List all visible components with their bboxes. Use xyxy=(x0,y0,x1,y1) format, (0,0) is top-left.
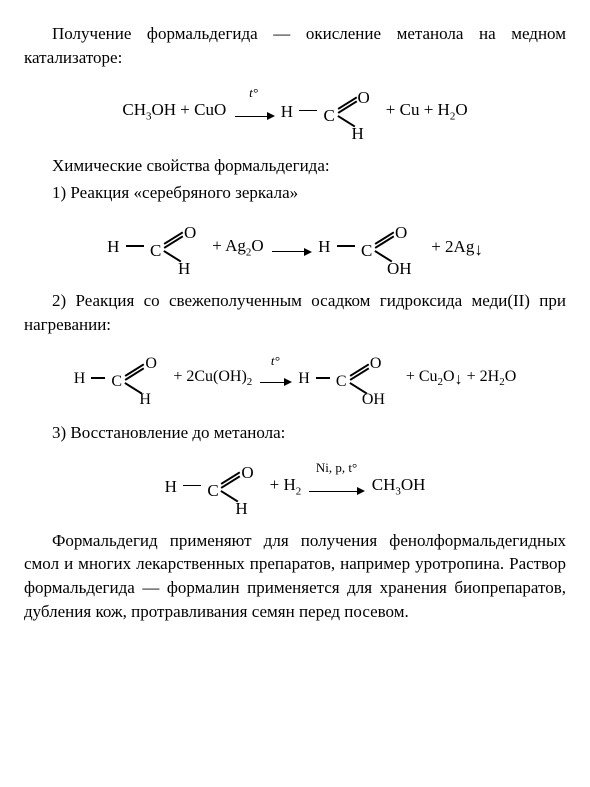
formic-acid-fragment: C O OH xyxy=(336,355,402,403)
eq2-reagent: + Ag2O xyxy=(212,234,263,261)
bond xyxy=(337,245,355,247)
eq2-rH: H xyxy=(318,235,330,259)
reaction-arrow xyxy=(272,235,310,259)
item-1: 1) Реакция «серебряного зеркала» xyxy=(24,181,566,205)
eq3-tail: + Cu2O↓ + 2H2O xyxy=(406,366,516,391)
properties-heading: Химические свойства формальдегида: xyxy=(24,154,566,178)
eq4-product: CH3OH xyxy=(372,473,426,500)
eq1-H: H xyxy=(281,100,293,124)
eq1-tail: + Cu + H2O xyxy=(386,98,468,125)
eq3-reagent: + 2Cu(OH)2 xyxy=(173,366,252,391)
reaction-arrow: Ni, p, t° xyxy=(309,475,363,499)
item-3: 3) Восстановление до метанола: xyxy=(24,421,566,445)
bond xyxy=(183,485,201,487)
formaldehyde-fragment: C O H xyxy=(150,223,208,271)
equation-4: H C O H + H2 Ni, p, t° CH3OH xyxy=(24,463,566,511)
eq3-H: H xyxy=(74,368,86,390)
eq2-tail: + 2Ag↓ xyxy=(431,235,483,259)
eq4-H: H xyxy=(165,475,177,499)
eq3-rH: H xyxy=(298,368,310,390)
eq1-reactant: CH3OH + CuO xyxy=(122,98,226,125)
reaction-arrow: t° xyxy=(235,100,273,124)
formaldehyde-fragment: C O H xyxy=(207,463,265,511)
bond xyxy=(126,245,144,247)
formaldehyde-fragment: C O H xyxy=(111,355,169,403)
bond xyxy=(91,377,105,379)
equation-3: H C O H + 2Cu(OH)2 t° H C O OH + Cu2O↓ +… xyxy=(24,355,566,403)
equation-2: H C O H + Ag2O H C O OH + 2Ag↓ xyxy=(24,223,566,271)
formic-acid-fragment: C O OH xyxy=(361,223,427,271)
conclusion-paragraph: Формальдегид применяют для получения фен… xyxy=(24,529,566,624)
eq4-reagent: + H2 xyxy=(270,473,302,500)
formaldehyde-fragment: C O H xyxy=(324,88,382,136)
item-2: 2) Реакция со свежеполученным осадком ги… xyxy=(24,289,566,337)
equation-1: CH3OH + CuO t° H C O H + Cu + H2O xyxy=(24,88,566,136)
reaction-arrow: t° xyxy=(260,368,290,390)
eq2-H: H xyxy=(107,235,119,259)
bond xyxy=(316,377,330,379)
intro-paragraph: Получение формальдегида — окисление мета… xyxy=(24,22,566,70)
bond xyxy=(299,110,317,112)
